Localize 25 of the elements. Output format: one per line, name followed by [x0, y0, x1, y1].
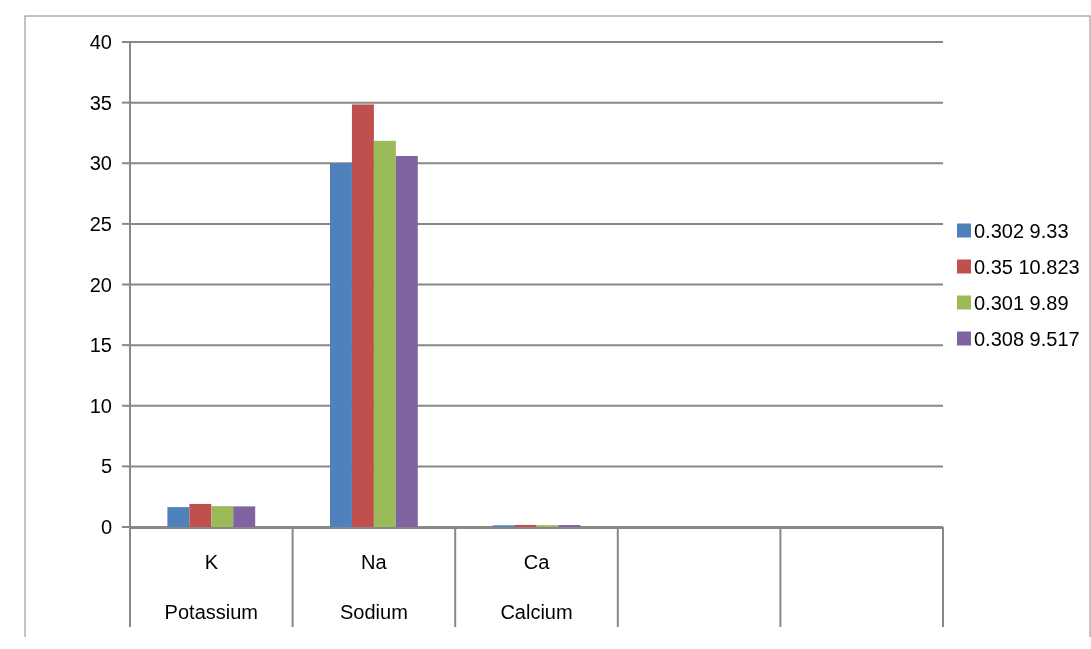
bar — [330, 163, 352, 527]
bar — [351, 104, 374, 527]
y-tick-label: 0 — [100, 516, 112, 538]
bar — [211, 506, 234, 527]
bar — [514, 524, 537, 527]
y-tick-label: 15 — [89, 334, 112, 357]
bar — [373, 140, 396, 527]
bar — [233, 506, 256, 527]
category-label: Na Sodium — [339, 551, 408, 623]
y-tick-label: 10 — [89, 394, 112, 417]
y-tick-label: 5 — [100, 455, 112, 478]
y-tick-label: 35 — [89, 91, 112, 114]
bar — [189, 503, 212, 527]
legend-label: 0.301 9.89 — [974, 291, 1069, 314]
y-tick-label: 20 — [89, 273, 112, 296]
y-tick-label: 40 — [89, 31, 112, 53]
legend-label: 0.308 9.517 — [974, 327, 1080, 350]
bar — [395, 155, 418, 527]
category-label: K Potassium — [164, 551, 258, 623]
y-tick-label: 30 — [89, 152, 112, 175]
y-tick-label: 25 — [89, 212, 112, 235]
legend-label: 0.302 9.33 — [974, 219, 1069, 242]
legend-label: 0.35 10.823 — [974, 255, 1080, 278]
category-label: Ca Calcium — [500, 551, 573, 623]
bar — [167, 507, 190, 527]
